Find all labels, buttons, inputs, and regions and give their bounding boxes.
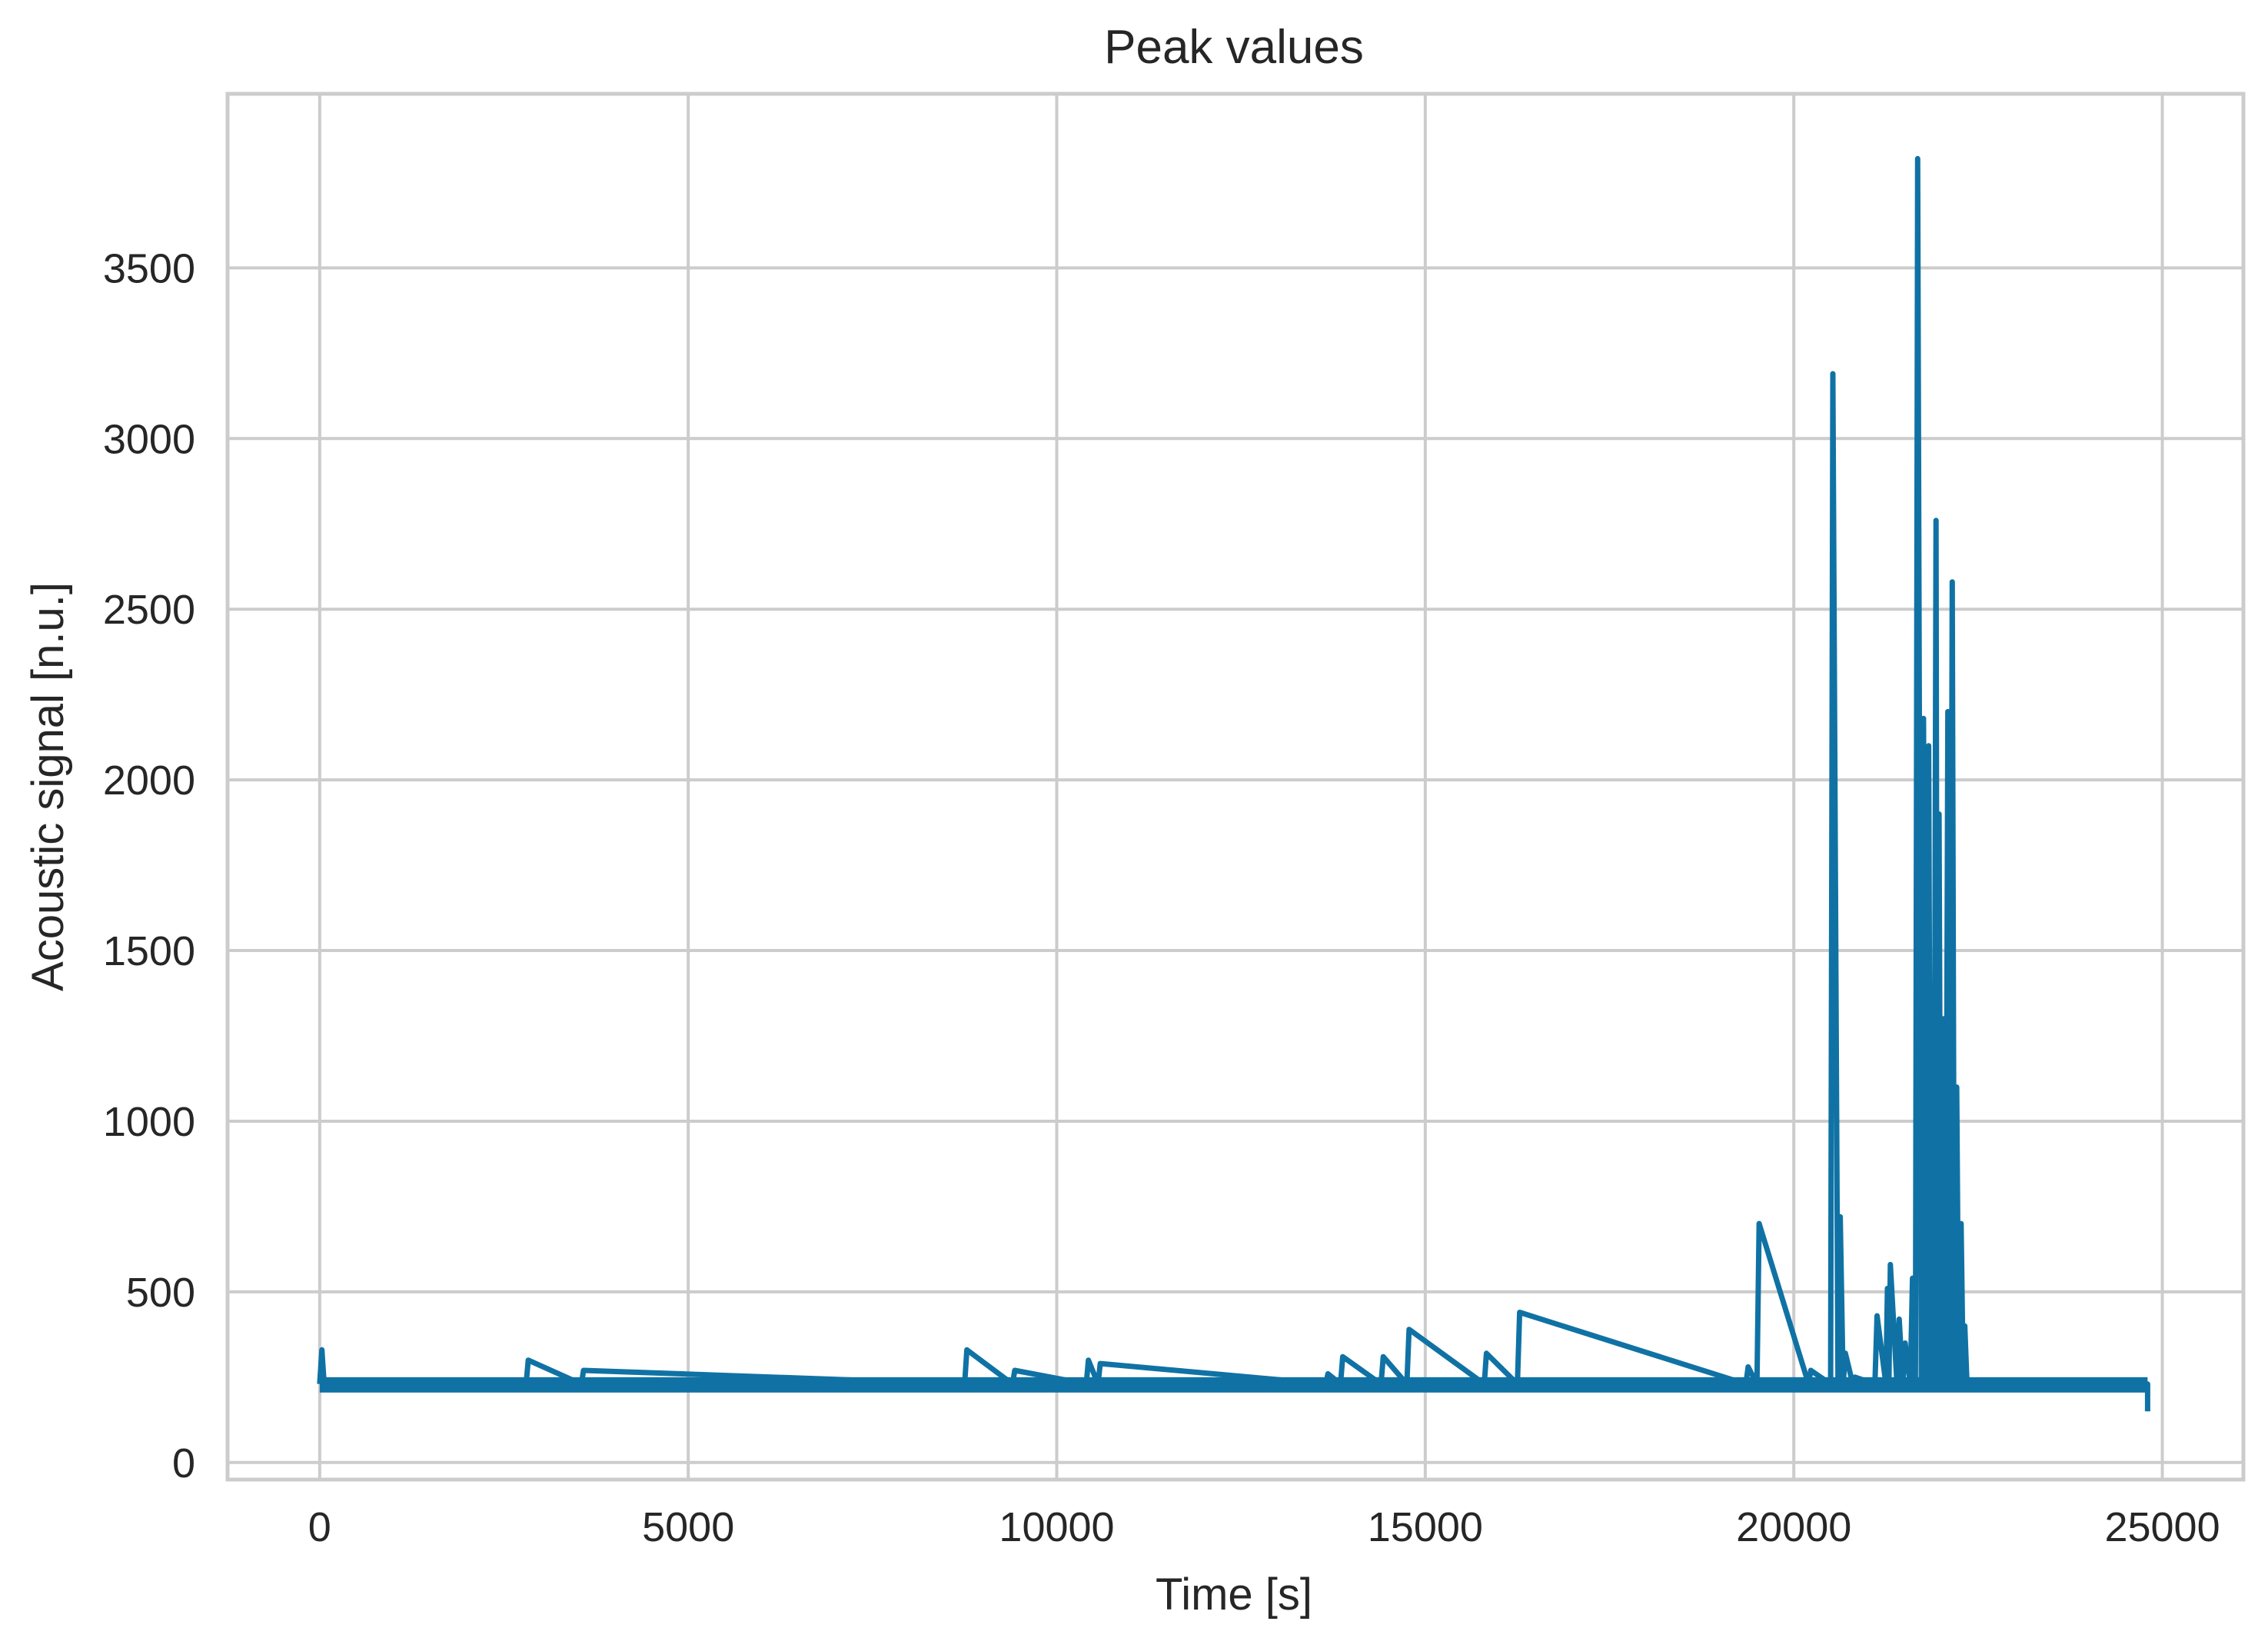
series-line bbox=[317, 155, 2150, 1412]
chart-title: Peak values bbox=[1104, 21, 1364, 74]
plot-frame bbox=[225, 92, 2246, 1482]
y-tick-label: 2000 bbox=[103, 757, 195, 804]
y-tick-label: 0 bbox=[172, 1440, 195, 1487]
y-tick-label: 3000 bbox=[103, 416, 195, 462]
y-tick-label: 2500 bbox=[103, 587, 195, 633]
y-tick-label: 1500 bbox=[103, 928, 195, 974]
x-tick-label: 5000 bbox=[642, 1504, 734, 1550]
x-tick-label: 0 bbox=[308, 1504, 331, 1550]
y-axis-label: Acoustic signal [n.u.] bbox=[23, 582, 73, 991]
x-axis-label: Time [s] bbox=[1156, 1570, 1312, 1620]
grid bbox=[228, 94, 2243, 1480]
y-tick-labels: 0 500 1000 1500 2000 2500 3000 3500 bbox=[103, 245, 195, 1486]
series-peak-values bbox=[317, 155, 2150, 1412]
y-tick-label: 500 bbox=[126, 1270, 195, 1316]
y-tick-label: 3500 bbox=[103, 245, 195, 291]
x-tick-label: 15000 bbox=[1368, 1504, 1483, 1550]
y-tick-label: 1000 bbox=[103, 1099, 195, 1145]
series-baseline-band bbox=[319, 1377, 2148, 1393]
x-tick-label: 10000 bbox=[999, 1504, 1114, 1550]
x-tick-label: 20000 bbox=[1736, 1504, 1851, 1550]
x-tick-labels: 0 5000 10000 15000 20000 25000 bbox=[308, 1504, 2220, 1550]
x-tick-label: 25000 bbox=[2104, 1504, 2220, 1550]
